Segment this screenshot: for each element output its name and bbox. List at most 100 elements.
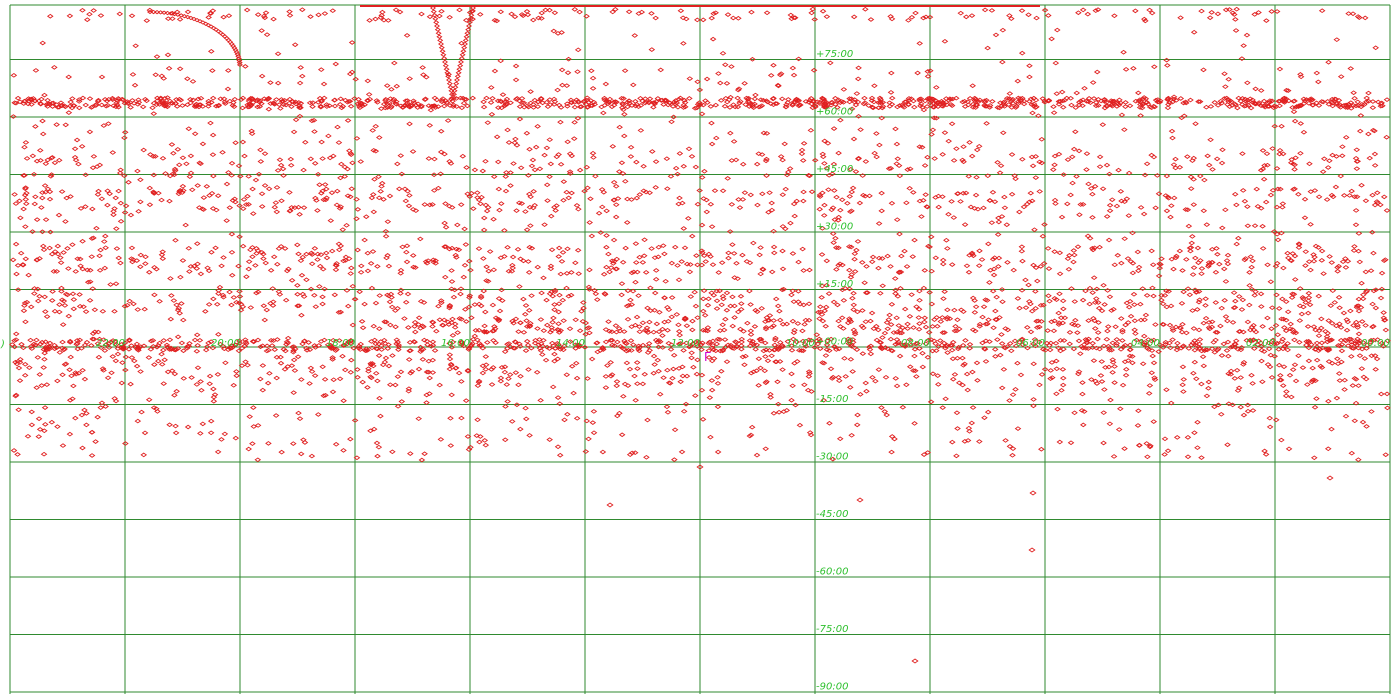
catalog-object[interactable]: [191, 104, 199, 109]
catalog-object[interactable]: [632, 397, 639, 403]
catalog-object[interactable]: [1203, 222, 1211, 227]
catalog-object[interactable]: [339, 227, 347, 233]
catalog-object[interactable]: [557, 161, 565, 167]
catalog-object[interactable]: [486, 249, 494, 254]
catalog-object[interactable]: [625, 98, 633, 104]
catalog-object[interactable]: [1043, 340, 1051, 346]
catalog-object[interactable]: [901, 248, 908, 254]
catalog-object[interactable]: [945, 211, 952, 217]
catalog-object[interactable]: [1312, 327, 1319, 333]
catalog-object[interactable]: [126, 298, 134, 304]
catalog-object[interactable]: [321, 377, 329, 382]
catalog-object[interactable]: [623, 220, 631, 225]
catalog-object[interactable]: [193, 266, 201, 271]
catalog-object[interactable]: [1111, 262, 1119, 268]
catalog-object[interactable]: [964, 438, 972, 443]
catalog-object[interactable]: [36, 427, 44, 432]
catalog-object[interactable]: [358, 319, 366, 324]
catalog-object[interactable]: [447, 443, 455, 448]
catalog-object[interactable]: [375, 326, 383, 332]
catalog-object[interactable]: [426, 14, 434, 20]
catalog-object[interactable]: [592, 291, 600, 297]
catalog-object[interactable]: [518, 201, 526, 206]
catalog-object[interactable]: [347, 369, 355, 375]
catalog-object[interactable]: [23, 156, 31, 161]
catalog-object[interactable]: [1345, 101, 1353, 107]
catalog-object[interactable]: [1016, 305, 1023, 311]
catalog-object[interactable]: [599, 449, 607, 455]
catalog-object[interactable]: [986, 198, 994, 203]
catalog-object[interactable]: [1036, 339, 1043, 345]
catalog-object[interactable]: [1046, 298, 1053, 304]
catalog-object[interactable]: [61, 362, 69, 367]
catalog-object[interactable]: [211, 392, 219, 397]
catalog-object[interactable]: [564, 246, 571, 252]
catalog-object[interactable]: [1312, 378, 1319, 384]
catalog-object[interactable]: [974, 378, 981, 383]
catalog-object[interactable]: [466, 295, 473, 300]
catalog-object[interactable]: [976, 323, 984, 329]
catalog-object[interactable]: [336, 102, 344, 107]
catalog-object[interactable]: [789, 383, 796, 389]
catalog-object[interactable]: [601, 292, 609, 297]
catalog-object[interactable]: [1110, 454, 1118, 459]
catalog-object[interactable]: [1179, 382, 1186, 388]
catalog-object[interactable]: [673, 312, 681, 317]
catalog-object[interactable]: [420, 300, 428, 305]
catalog-object[interactable]: [691, 393, 699, 398]
catalog-object[interactable]: [934, 373, 942, 378]
catalog-object[interactable]: [1184, 286, 1192, 292]
catalog-object[interactable]: [1259, 148, 1267, 153]
catalog-object[interactable]: [897, 286, 904, 291]
catalog-object[interactable]: [713, 341, 721, 347]
catalog-object[interactable]: [239, 105, 246, 111]
catalog-object[interactable]: [498, 287, 505, 293]
catalog-object[interactable]: [845, 336, 852, 342]
catalog-object[interactable]: [539, 100, 546, 106]
catalog-object[interactable]: [277, 162, 285, 168]
catalog-object[interactable]: [982, 359, 990, 364]
catalog-object[interactable]: [254, 289, 262, 295]
catalog-object[interactable]: [1122, 372, 1130, 378]
catalog-object[interactable]: [1315, 103, 1323, 108]
catalog-object[interactable]: [375, 353, 383, 358]
catalog-object[interactable]: [1097, 373, 1105, 378]
catalog-object[interactable]: [904, 326, 911, 331]
catalog-object[interactable]: [374, 264, 381, 269]
catalog-object[interactable]: [510, 161, 517, 166]
catalog-object[interactable]: [548, 325, 555, 330]
catalog-object[interactable]: [971, 310, 979, 315]
catalog-object[interactable]: [311, 292, 318, 298]
catalog-object[interactable]: [41, 92, 48, 98]
catalog-object[interactable]: [604, 363, 611, 368]
catalog-object[interactable]: [723, 99, 731, 105]
catalog-object[interactable]: [1362, 289, 1370, 295]
catalog-object[interactable]: [220, 255, 227, 260]
catalog-object[interactable]: [1196, 173, 1204, 179]
catalog-object[interactable]: [707, 434, 714, 440]
catalog-object[interactable]: [177, 274, 184, 280]
catalog-object[interactable]: [764, 358, 772, 364]
catalog-object[interactable]: [166, 422, 173, 428]
catalog-object[interactable]: [612, 6, 619, 12]
catalog-object[interactable]: [707, 254, 714, 259]
catalog-object[interactable]: [1083, 338, 1091, 343]
catalog-object[interactable]: [1007, 99, 1015, 104]
catalog-object[interactable]: [1284, 341, 1291, 346]
catalog-object[interactable]: [1237, 404, 1245, 410]
catalog-object[interactable]: [63, 195, 70, 201]
catalog-object[interactable]: [401, 102, 409, 108]
catalog-object[interactable]: [1085, 181, 1092, 187]
catalog-object[interactable]: [582, 102, 590, 107]
catalog-object[interactable]: [372, 370, 380, 376]
catalog-object[interactable]: [1343, 317, 1351, 322]
catalog-object[interactable]: [806, 267, 813, 273]
catalog-object[interactable]: [693, 253, 700, 258]
catalog-object[interactable]: [902, 342, 910, 347]
catalog-object[interactable]: [75, 161, 82, 167]
catalog-object[interactable]: [516, 104, 524, 109]
catalog-object[interactable]: [929, 371, 937, 377]
catalog-object[interactable]: [1325, 346, 1332, 351]
catalog-object[interactable]: [1004, 260, 1011, 265]
catalog-object[interactable]: [114, 346, 122, 351]
